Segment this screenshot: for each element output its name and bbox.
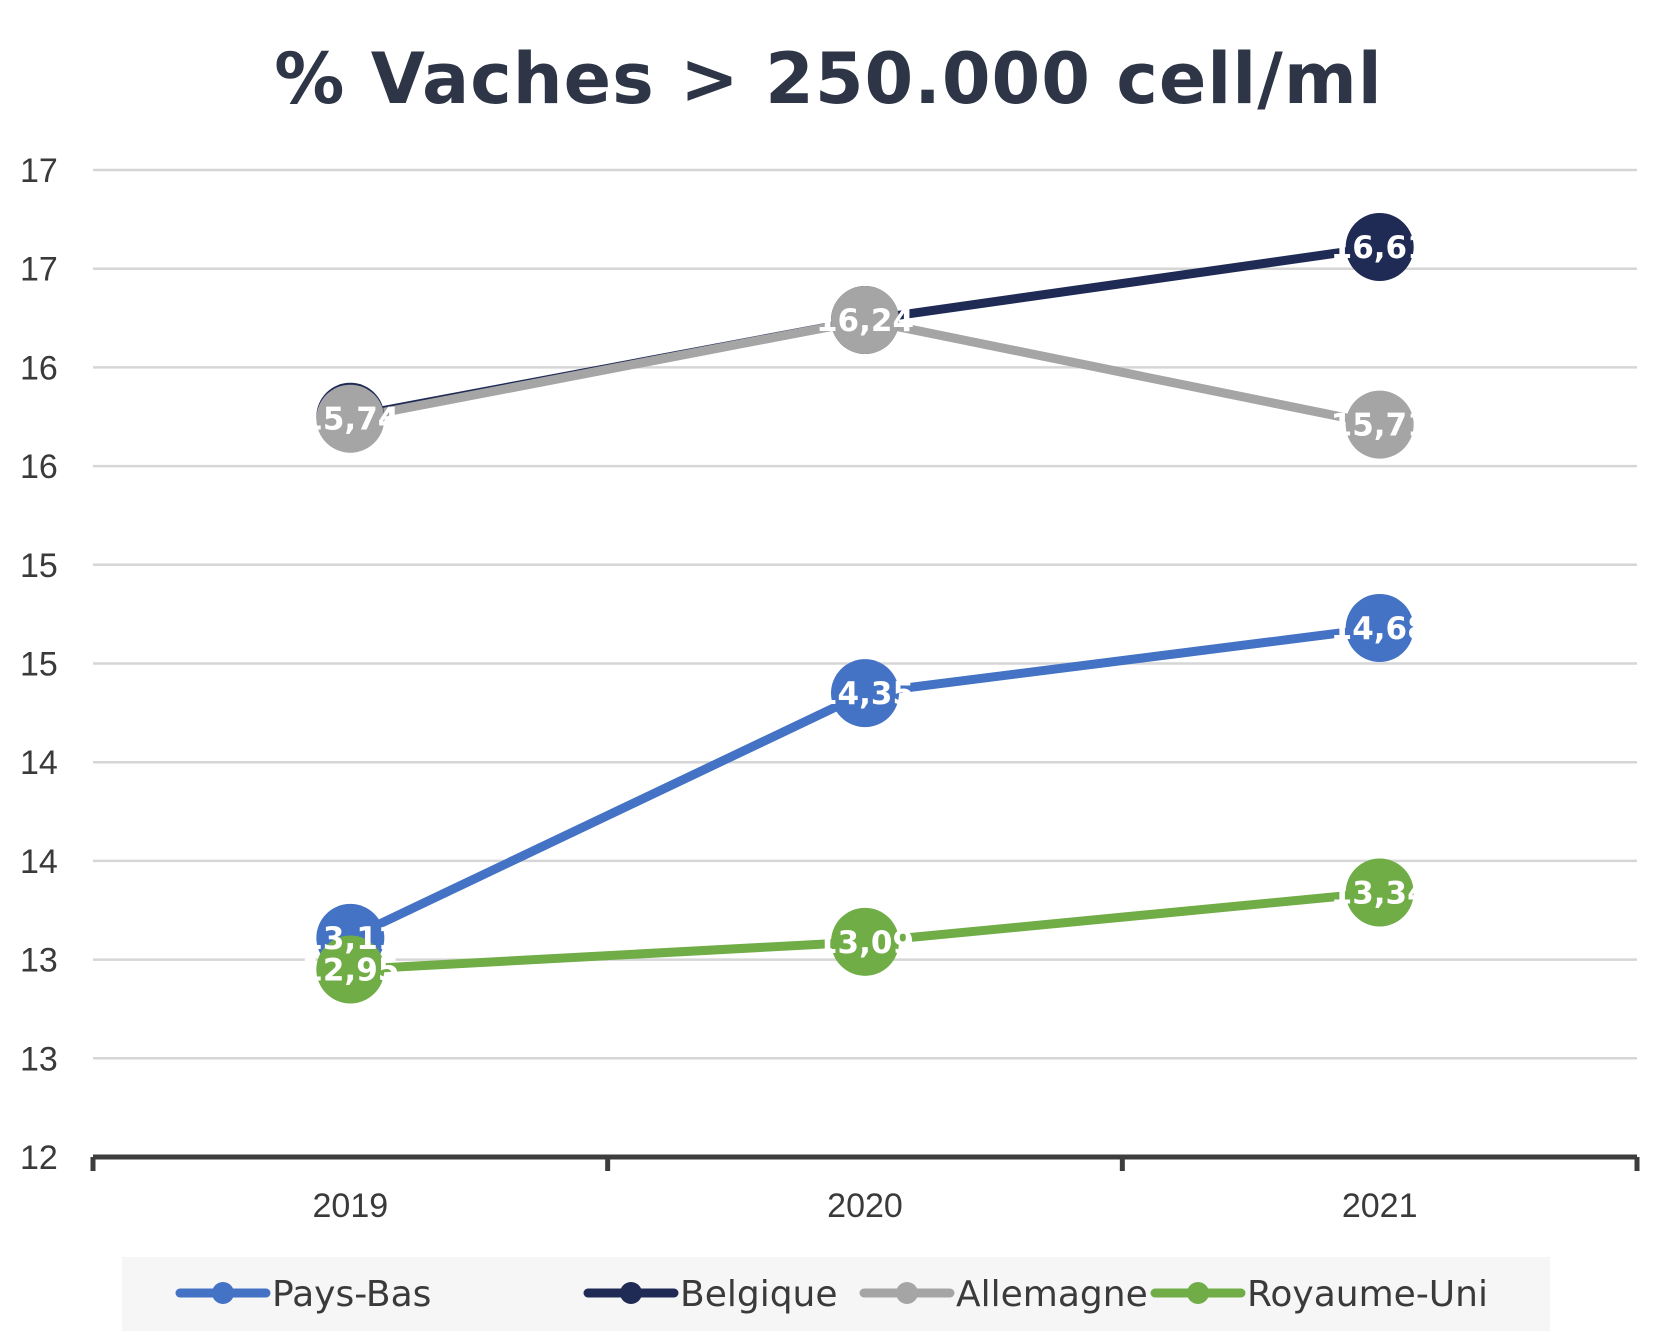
- legend-item: Pays-Bas: [175, 1274, 431, 1315]
- legend-label: Royaume-Uni: [1247, 1274, 1488, 1315]
- x-tick-label: 2021: [1342, 1187, 1418, 1225]
- data-label: 12,95: [301, 952, 399, 988]
- data-point: [1345, 390, 1414, 459]
- legend-label: Belgique: [680, 1274, 838, 1315]
- data-point: [1345, 593, 1414, 662]
- y-tick-label: 12: [20, 1139, 58, 1177]
- data-labels: 16,61 15,74 16,24 15,71 13,11 14,35 14,68 12,95…: [301, 230, 1428, 988]
- x-axis-ticks: 2019 2020 2021: [313, 1187, 1418, 1225]
- data-label: 15,71: [1331, 408, 1429, 444]
- y-tick-label: 17: [20, 251, 58, 289]
- chart-title: % Vaches > 250.000 cell/ml: [274, 38, 1383, 120]
- legend-item: Belgique: [583, 1274, 838, 1315]
- data-label: 13,09: [816, 925, 914, 961]
- legend-item: Allemagne: [859, 1274, 1148, 1315]
- y-axis-ticks: 12 13 13 14 14 15 15 16 16 17 17: [20, 152, 58, 1177]
- data-label: 13,34: [1331, 875, 1429, 911]
- legend-box: [122, 1257, 1550, 1331]
- series-markers: [316, 212, 1414, 1004]
- y-tick-label: 15: [20, 547, 58, 585]
- data-point: [1345, 858, 1414, 927]
- legend-item: Royaume-Uni: [1150, 1274, 1488, 1315]
- x-axis: [90, 1154, 1640, 1171]
- x-tick-label: 2020: [827, 1187, 903, 1225]
- data-point: [1345, 212, 1414, 281]
- legend-swatch-marker: [212, 1282, 234, 1304]
- data-point: [831, 286, 899, 355]
- y-tick-label: 14: [20, 744, 58, 782]
- data-label: 16,61: [1331, 230, 1429, 266]
- series-group: 16,61 15,74 16,24 15,71 13,11 14,35 14,68 12,95…: [301, 212, 1429, 1004]
- legend-label: Pays-Bas: [272, 1274, 431, 1315]
- y-tick-label: 15: [20, 646, 58, 684]
- legend-swatch-marker: [896, 1282, 918, 1304]
- y-tick-label: 13: [20, 942, 58, 980]
- x-tick-label: 2019: [313, 1187, 389, 1225]
- legend-swatch-marker: [620, 1282, 642, 1304]
- legend: Pays-Bas Belgique Allemagne Royaume-Uni: [122, 1257, 1550, 1331]
- data-label: 16,24: [816, 303, 914, 339]
- legend-label: Allemagne: [956, 1274, 1148, 1315]
- data-point: [316, 935, 385, 1004]
- legend-swatch-marker: [1187, 1282, 1209, 1304]
- y-tick-label: 16: [20, 349, 58, 387]
- data-label: 15,74: [301, 402, 399, 438]
- data-label: 14,68: [1331, 611, 1429, 647]
- data-label: 13,11: [301, 921, 399, 957]
- y-tick-label: 17: [20, 152, 58, 190]
- y-tick-label: 14: [20, 843, 58, 881]
- data-point: [831, 659, 899, 728]
- data-label: 14,35: [816, 676, 914, 712]
- y-tick-label: 16: [20, 448, 58, 486]
- data-point: [831, 907, 899, 976]
- y-tick-label: 13: [20, 1040, 58, 1078]
- data-point: [316, 384, 385, 453]
